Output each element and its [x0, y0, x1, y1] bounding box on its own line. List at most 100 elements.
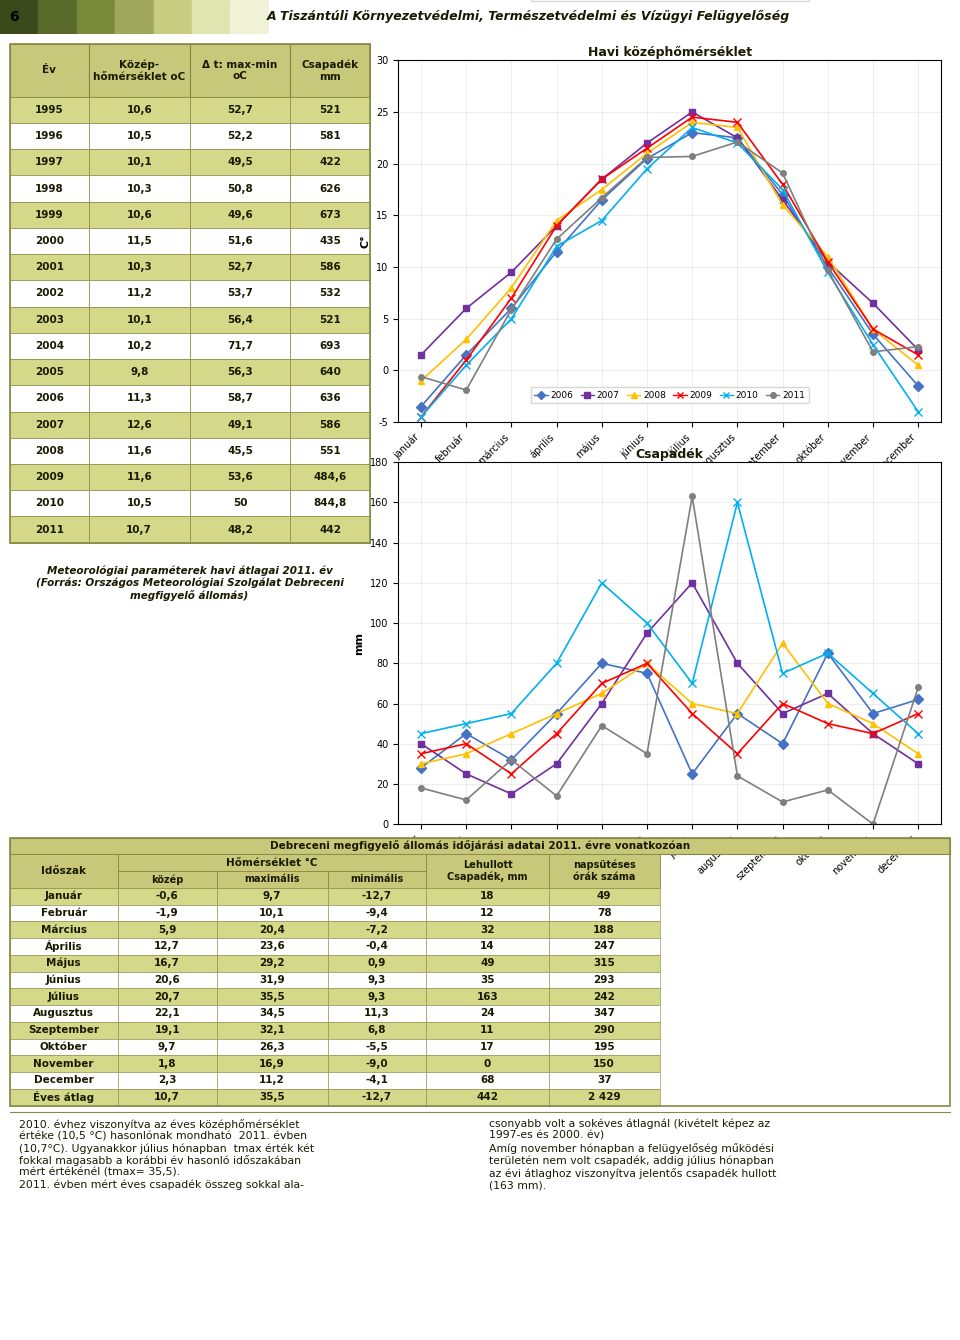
2011 [641, 150, 653, 166]
Bar [88, 44, 190, 96]
2011 [461, 792, 472, 808]
2008 [461, 331, 472, 347]
Bar [217, 922, 327, 938]
Text: Időszak: Időszak [41, 866, 86, 876]
2010 [777, 181, 788, 197]
2008 [732, 705, 743, 721]
2008 [912, 358, 924, 374]
Text: 32,1: 32,1 [259, 1025, 285, 1034]
Text: 50,8: 50,8 [228, 184, 252, 193]
2011 [596, 718, 608, 734]
2007 [912, 756, 924, 772]
Text: 163: 163 [477, 992, 498, 1001]
Text: 2000: 2000 [35, 236, 63, 247]
Bar [118, 938, 217, 954]
Bar [10, 386, 88, 411]
2009 [596, 172, 608, 188]
2008 [912, 745, 924, 761]
Bar [88, 149, 190, 176]
2009 [912, 705, 924, 721]
2008 [641, 655, 653, 671]
2009 [777, 695, 788, 712]
Bar [217, 905, 327, 922]
Bar [291, 176, 370, 201]
Text: -7,2: -7,2 [366, 925, 389, 934]
2008 [822, 695, 833, 712]
Bar [118, 871, 217, 887]
2006 [867, 326, 878, 342]
Text: 56,3: 56,3 [228, 367, 252, 377]
Bar [154, 0, 192, 34]
Bar [269, 0, 307, 34]
Line: 2011: 2011 [419, 139, 921, 393]
Bar [189, 411, 290, 438]
2009 [867, 726, 878, 742]
Text: 12: 12 [480, 909, 494, 918]
Text: 10,6: 10,6 [127, 105, 152, 115]
2010 [551, 655, 563, 671]
Bar [426, 1005, 549, 1021]
Text: 484,6: 484,6 [313, 472, 347, 482]
Text: 50: 50 [232, 498, 248, 508]
Text: Augusztus: Augusztus [34, 1009, 94, 1018]
Text: 34,5: 34,5 [259, 1009, 285, 1018]
Text: 626: 626 [319, 184, 341, 193]
2008 [416, 373, 427, 389]
Bar [549, 922, 660, 938]
Text: 521: 521 [319, 105, 341, 115]
Text: 35: 35 [480, 976, 494, 985]
Text: 11,6: 11,6 [127, 446, 152, 456]
2007 [596, 695, 608, 712]
2007 [912, 342, 924, 358]
2011 [506, 752, 517, 768]
2007 [732, 655, 743, 671]
2007 [686, 105, 698, 121]
Bar [10, 972, 118, 989]
2009 [686, 109, 698, 125]
Text: 315: 315 [593, 958, 615, 967]
Text: 78: 78 [597, 909, 612, 918]
Text: 2004: 2004 [35, 340, 63, 351]
2009 [867, 322, 878, 338]
Bar [88, 96, 190, 123]
Text: 49,6: 49,6 [228, 210, 252, 220]
2011 [641, 745, 653, 761]
Bar [549, 1005, 660, 1021]
Text: 9,8: 9,8 [130, 367, 149, 377]
Bar [291, 464, 370, 490]
2011 [416, 369, 427, 385]
Bar [189, 123, 290, 149]
2009 [641, 141, 653, 157]
Text: 11: 11 [480, 1025, 494, 1034]
Bar [549, 989, 660, 1005]
Bar [426, 922, 549, 938]
Bar [217, 1088, 327, 1106]
Text: 14: 14 [480, 942, 494, 951]
Text: 10,7: 10,7 [155, 1092, 180, 1101]
Line: 2006: 2006 [418, 650, 922, 777]
Bar [327, 1021, 426, 1038]
Text: Debreceni megfigyelő állomás időjárási adatai 2011. évre vonatkozóan: Debreceni megfigyelő állomás időjárási a… [270, 840, 690, 851]
Text: 150: 150 [593, 1059, 615, 1068]
Text: -12,7: -12,7 [362, 1092, 392, 1101]
Text: 442: 442 [476, 1092, 498, 1101]
2009 [551, 726, 563, 742]
Text: 35,5: 35,5 [259, 1092, 285, 1101]
Text: 2008: 2008 [35, 446, 63, 456]
Text: 2002: 2002 [35, 288, 63, 299]
Text: 45,5: 45,5 [228, 446, 252, 456]
2010 [912, 403, 924, 419]
Text: 32: 32 [480, 925, 494, 934]
Bar [88, 516, 190, 543]
2010 [461, 358, 472, 374]
Text: 12,6: 12,6 [127, 419, 152, 430]
2006 [506, 300, 517, 316]
Text: Éves átlag: Éves átlag [34, 1091, 94, 1103]
Bar [549, 1056, 660, 1072]
Bar [88, 176, 190, 201]
Text: 49: 49 [597, 891, 612, 900]
Text: 53,6: 53,6 [228, 472, 252, 482]
Bar [217, 1021, 327, 1038]
Text: Június: Június [46, 974, 82, 985]
2007 [732, 130, 743, 146]
